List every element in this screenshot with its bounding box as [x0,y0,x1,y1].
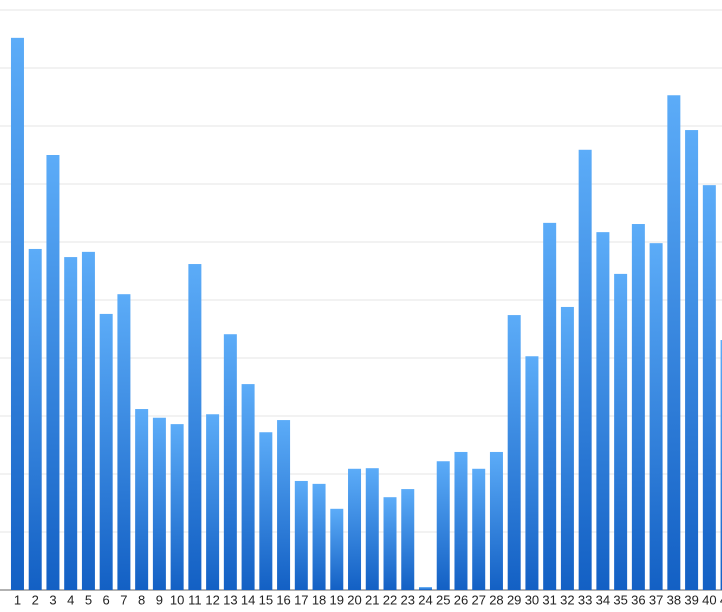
bar [259,432,273,590]
x-tick-label: 17 [294,592,308,607]
bar [472,468,486,590]
bar [117,294,131,590]
x-tick-label: 30 [525,592,539,607]
x-tick-label: 39 [684,592,698,607]
bar [667,95,681,590]
x-tick-label: 32 [560,592,574,607]
x-tick-label: 10 [170,592,184,607]
x-tick-label: 27 [471,592,485,607]
x-tick-label: 14 [241,592,255,607]
bar [188,264,202,590]
bar [649,243,663,590]
x-tick-label: 20 [347,592,361,607]
bar [312,483,326,590]
bar [685,130,699,590]
bar [241,384,255,590]
x-tick-label: 35 [613,592,627,607]
bar [436,461,450,590]
x-tick-label: 19 [330,592,344,607]
x-tick-label: 38 [667,592,681,607]
x-tick-label: 4 [67,592,74,607]
bar [10,37,24,590]
x-tick-label: 11 [188,592,202,607]
x-tick-label: 9 [156,592,163,607]
bar [81,251,95,591]
x-tick-label: 1 [14,592,21,607]
bar [507,315,521,590]
bar [294,480,308,590]
x-tick-label: 28 [489,592,503,607]
x-tick-label: 7 [120,592,127,607]
bar [543,222,557,591]
bar [596,232,610,590]
x-tick-label: 34 [596,592,610,607]
bar [99,313,113,590]
bar [365,468,379,590]
x-tick-label: 3 [49,592,56,607]
bar [28,248,42,590]
x-tick-label: 22 [383,592,397,607]
x-tick-label: 33 [578,592,592,607]
x-tick-label: 41 [720,592,722,607]
bar [206,414,220,590]
x-tick-label: 13 [223,592,237,607]
bar [614,273,628,590]
x-tick-label: 2 [32,592,39,607]
bar [152,417,166,590]
x-tick-label: 21 [365,592,379,607]
bar [578,149,592,590]
x-tick-label: 40 [702,592,716,607]
x-tick-label: 31 [542,592,556,607]
bar [454,451,468,590]
bar [277,420,291,590]
bar [330,508,344,590]
bar [525,356,539,590]
bar [560,306,574,590]
x-tick-label: 26 [454,592,468,607]
x-tick-label: 12 [205,592,219,607]
x-tick-label: 18 [312,592,326,607]
x-tick-label: 23 [401,592,415,607]
x-tick-label: 29 [507,592,521,607]
x-tick-label: 6 [103,592,110,607]
bar [383,497,397,590]
x-tick-label: 25 [436,592,450,607]
x-tick-label: 5 [85,592,92,607]
x-tick-label: 8 [138,592,145,607]
bar [702,185,716,590]
bar [418,587,432,590]
bar [489,451,503,590]
x-tick-label: 24 [418,592,432,607]
bar [401,489,415,590]
bar [720,340,722,590]
bar [170,424,184,590]
bar [348,468,362,590]
x-tick-label: 37 [649,592,663,607]
x-tick-label: 36 [631,592,645,607]
x-tick-label: 15 [259,592,273,607]
x-tick-label: 16 [276,592,290,607]
bar [631,224,645,590]
bar [64,257,78,590]
bar [223,334,237,590]
bar [135,409,149,590]
bar [46,155,60,590]
